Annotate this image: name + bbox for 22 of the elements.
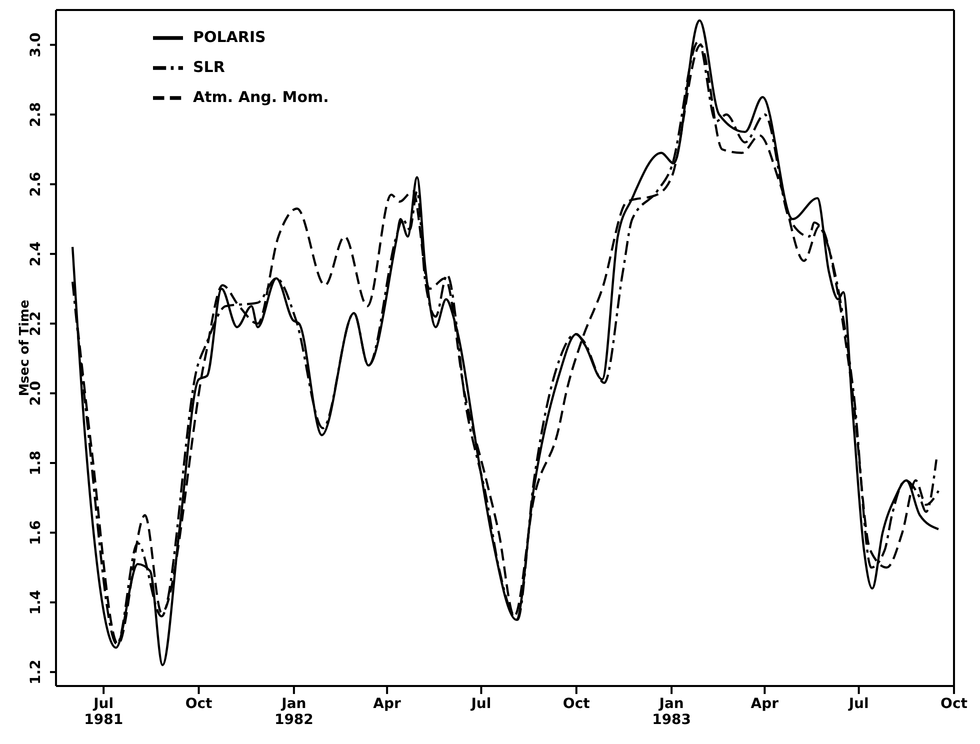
y-tick-label: 2.4 [28,241,44,266]
x-tick-label: Oct [562,696,590,712]
legend-label: POLARIS [193,28,266,46]
y-tick-label: 2.6 [28,172,44,197]
y-tick-label: 2.2 [28,311,44,336]
x-tick-label: Jul [470,696,492,712]
x-tick-label: Jul 1981 [84,696,124,728]
legend-label: SLR [193,58,225,76]
x-tick-label: Jan 1983 [652,696,692,728]
x-tick-label: Oct [940,696,968,712]
legend-label: Atm. Ang. Mom. [193,88,329,106]
y-tick-label: 1.8 [28,450,44,476]
y-tick-label: 3.0 [28,32,44,58]
x-tick-label: Jan 1982 [274,696,314,728]
y-tick-label: 1.2 [28,660,44,684]
x-tick-label: Apr [750,696,779,712]
y-tick-label: 1.6 [28,520,44,546]
x-tick-label: Jul [848,696,869,712]
y-tick-label: 2.8 [28,102,44,127]
x-tick-label: Oct [185,696,213,712]
x-tick-label: Apr [373,696,402,712]
y-tick-label: 1.4 [28,590,44,615]
